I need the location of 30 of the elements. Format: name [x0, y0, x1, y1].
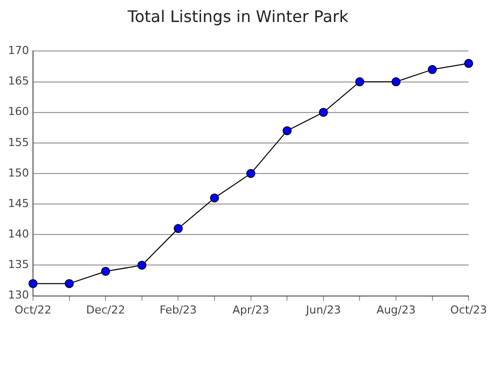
point [428, 65, 437, 74]
point [246, 169, 256, 178]
point [28, 279, 38, 288]
y-tick-label: 130 [8, 288, 29, 302]
point [355, 77, 364, 86]
x-tick-label: Jun/23 [304, 303, 341, 316]
x-tick-label: Aug/23 [376, 303, 416, 316]
point [318, 108, 328, 117]
point [137, 260, 146, 270]
point [392, 77, 401, 86]
x-tick-label: Dec/22 [86, 303, 126, 316]
x-tick-label: Apr/23 [232, 303, 270, 316]
x-tick-label: Oct/22 [14, 303, 52, 316]
x-tick-label: Feb/23 [160, 303, 197, 316]
y-tick-label: 140 [8, 228, 29, 241]
y-tick-label: 150 [8, 166, 29, 180]
point [101, 266, 110, 276]
y-tick-label: 165 [8, 74, 29, 88]
chart-title: Total Listings in Winter Park [126, 6, 350, 26]
y-tick-label: 145 [8, 196, 29, 210]
y-tick-label: 135 [8, 258, 29, 272]
point [210, 193, 220, 202]
point [64, 279, 74, 288]
point [464, 58, 474, 68]
y-tick-label: 170 [8, 44, 29, 58]
point [174, 224, 183, 234]
x-tick-label: Oct/23 [450, 303, 488, 316]
y-tick-label: 155 [8, 136, 29, 149]
point [282, 126, 292, 136]
y-tick-label: 160 [8, 105, 29, 118]
